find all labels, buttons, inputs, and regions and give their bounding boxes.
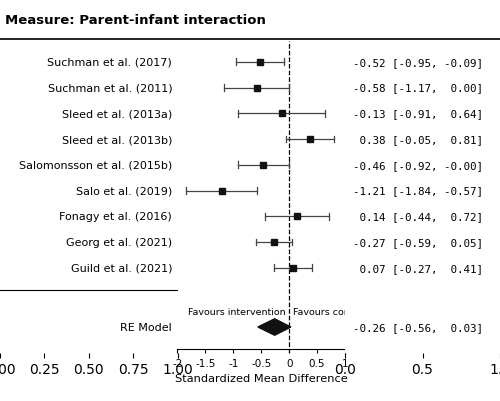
Text: Fonagy et al. (2016): Fonagy et al. (2016) — [60, 212, 172, 222]
Text: 0.14 [-0.44,  0.72]: 0.14 [-0.44, 0.72] — [353, 212, 483, 222]
Text: -0.13 [-0.91,  0.64]: -0.13 [-0.91, 0.64] — [353, 109, 483, 119]
X-axis label: Standardized Mean Difference: Standardized Mean Difference — [175, 374, 348, 383]
Text: Guild et al. (2021): Guild et al. (2021) — [70, 263, 172, 273]
Text: -0.27 [-0.59,  0.05]: -0.27 [-0.59, 0.05] — [353, 237, 483, 247]
Text: Favours controls: Favours controls — [293, 307, 370, 316]
Text: RE Model: RE Model — [120, 322, 172, 332]
Text: Sleed et al. (2013a): Sleed et al. (2013a) — [62, 109, 172, 119]
Text: Georg et al. (2021): Georg et al. (2021) — [66, 237, 172, 247]
Text: Sleed et al. (2013b): Sleed et al. (2013b) — [62, 135, 172, 145]
Text: -1.21 [-1.84, -0.57]: -1.21 [-1.84, -0.57] — [353, 186, 483, 196]
Text: -0.26 [-0.56,  0.03]: -0.26 [-0.56, 0.03] — [353, 322, 483, 332]
Text: Salomonsson et al. (2015b): Salomonsson et al. (2015b) — [19, 160, 172, 170]
Text: 0.38 [-0.05,  0.81]: 0.38 [-0.05, 0.81] — [353, 135, 483, 145]
Text: Suchman et al. (2011): Suchman et al. (2011) — [48, 83, 172, 93]
Text: Salo et al. (2019): Salo et al. (2019) — [76, 186, 172, 196]
Text: Measure: Parent-infant interaction: Measure: Parent-infant interaction — [5, 14, 266, 27]
Polygon shape — [258, 319, 291, 335]
Text: 0.07 [-0.27,  0.41]: 0.07 [-0.27, 0.41] — [353, 263, 483, 273]
Text: -0.58 [-1.17,  0.00]: -0.58 [-1.17, 0.00] — [353, 83, 483, 93]
Text: Suchman et al. (2017): Suchman et al. (2017) — [48, 58, 172, 68]
Text: Favours intervention: Favours intervention — [188, 307, 286, 316]
Text: -0.46 [-0.92, -0.00]: -0.46 [-0.92, -0.00] — [353, 160, 483, 170]
Text: -0.52 [-0.95, -0.09]: -0.52 [-0.95, -0.09] — [353, 58, 483, 68]
